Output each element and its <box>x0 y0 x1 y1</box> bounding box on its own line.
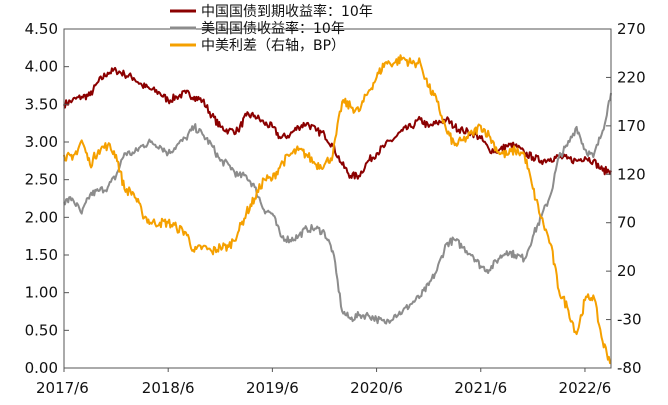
left-tick-label: 3.50 <box>25 95 58 113</box>
left-tick-label: 0.00 <box>25 359 58 377</box>
left-tick-label: 4.50 <box>25 20 58 38</box>
right-tick-label: -80 <box>617 359 642 377</box>
right-tick-label: 120 <box>617 165 646 183</box>
left-tick-label: 0.50 <box>25 321 58 339</box>
right-tick-label: 20 <box>617 262 636 280</box>
left-tick-label: 1.50 <box>25 246 58 264</box>
right-tick-label: 70 <box>617 214 636 232</box>
series-line-2 <box>63 92 612 325</box>
left-tick-label: 1.00 <box>25 284 58 302</box>
right-tick-label: -30 <box>617 311 642 329</box>
x-tick-label: 2020/6 <box>350 379 403 397</box>
series-line-1 <box>63 66 612 180</box>
x-tick-label: 2021/6 <box>454 379 507 397</box>
left-tick-label: 4.00 <box>25 58 58 76</box>
x-tick-label: 2019/6 <box>246 379 299 397</box>
left-tick-label: 2.00 <box>25 208 58 226</box>
legend-label: 中国国债到期收益率：10年 <box>201 3 373 20</box>
x-tick-label: 2018/6 <box>142 379 195 397</box>
legend-label: 中美利差（右轴，BP） <box>201 38 345 54</box>
series-layer <box>63 54 612 365</box>
left-y-axis: 0.00 0.50 1.00 1.50 2.00 2.50 3.00 3.50 4.00 4.50 <box>25 20 69 377</box>
right-tick-label: 220 <box>617 68 646 86</box>
plot-frame <box>63 28 612 369</box>
left-tick-label: 2.50 <box>25 171 58 189</box>
right-y-axis: -80 -30 20 70 120 170 220 270 <box>606 20 646 377</box>
legend-label: 美国国债收益率：10年 <box>201 20 345 37</box>
left-tick-label: 3.00 <box>25 133 58 151</box>
x-tick-label: 2017/6 <box>36 379 89 397</box>
x-tick-label: 2022/6 <box>559 379 612 397</box>
x-axis: 2017/6 2018/6 2019/6 2020/6 2021/6 2022/6 <box>36 368 611 397</box>
series-line-3 <box>63 54 612 365</box>
right-tick-label: 270 <box>617 20 646 38</box>
right-tick-label: 170 <box>617 117 646 135</box>
